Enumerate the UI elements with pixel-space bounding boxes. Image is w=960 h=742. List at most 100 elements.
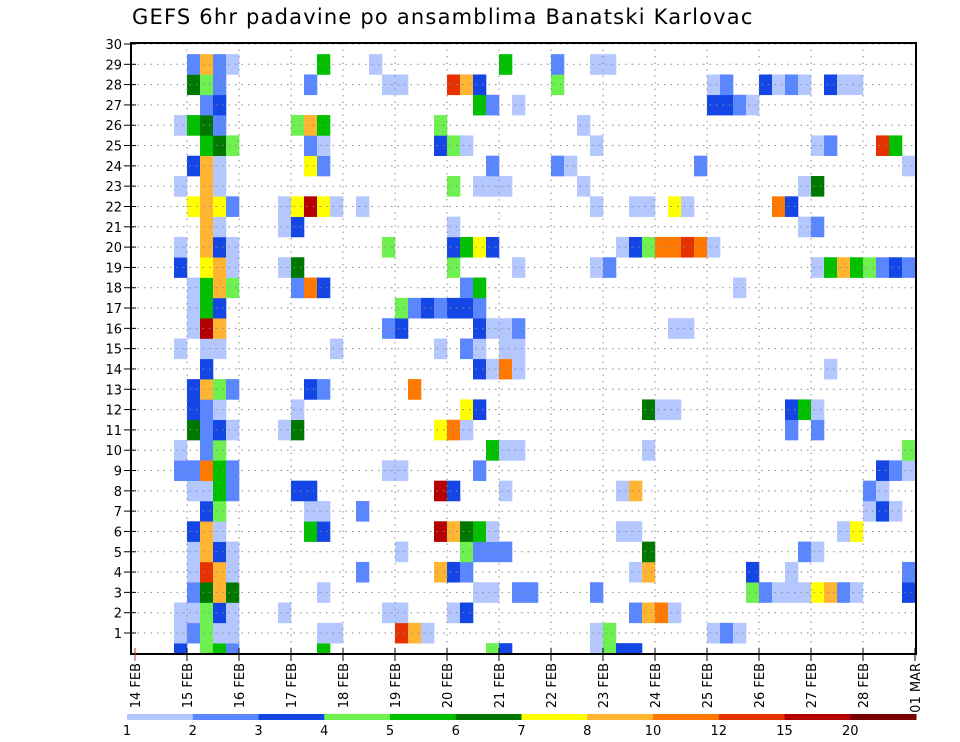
heatmap-cell xyxy=(551,74,565,96)
heatmap-cell xyxy=(486,318,500,339)
heatmap-cell xyxy=(226,54,240,75)
heatmap-cell xyxy=(811,176,825,197)
y-tick-label: 14 xyxy=(105,363,122,378)
heatmap-cell xyxy=(486,358,500,380)
heatmap-cell xyxy=(460,236,474,258)
heatmap-cell xyxy=(213,622,227,644)
heatmap-cell xyxy=(447,236,461,258)
heatmap-cell xyxy=(707,94,721,116)
heatmap-cell xyxy=(226,379,240,400)
heatmap-cell xyxy=(213,480,227,502)
y-tick-label: 13 xyxy=(105,383,122,398)
heatmap-cell xyxy=(369,54,383,75)
heatmap-cell xyxy=(668,236,682,258)
heatmap-cell xyxy=(811,541,825,563)
legend-swatch xyxy=(784,714,851,720)
heatmap-cell xyxy=(668,196,682,217)
heatmap-cell xyxy=(460,74,474,96)
heatmap-cell xyxy=(317,277,331,299)
heatmap-cell xyxy=(382,74,396,96)
heatmap-cell xyxy=(447,135,461,157)
heatmap-cell xyxy=(187,379,201,400)
heatmap-cell xyxy=(486,582,500,603)
heatmap-cell xyxy=(850,257,864,278)
heatmap-cell xyxy=(330,196,344,217)
heatmap-cell xyxy=(447,74,461,96)
heatmap-cell xyxy=(798,176,812,197)
heatmap-cell xyxy=(460,521,474,542)
heatmap-cell xyxy=(473,582,487,603)
legend-swatch xyxy=(258,714,325,720)
heatmap-cell xyxy=(213,54,227,75)
heatmap-cell xyxy=(200,440,214,461)
heatmap-cell xyxy=(304,115,318,136)
heatmap-cell xyxy=(460,399,474,421)
y-tick-label: 11 xyxy=(105,424,122,439)
heatmap-cell xyxy=(434,419,448,441)
heatmap-cell xyxy=(785,399,799,421)
heatmap-cell xyxy=(629,602,643,624)
heatmap-cell xyxy=(226,196,240,217)
heatmap-cell xyxy=(187,74,201,96)
heatmap-cell xyxy=(213,419,227,441)
heatmap-cell xyxy=(213,521,227,542)
heatmap-cell xyxy=(434,115,448,136)
heatmap-cell xyxy=(174,176,188,197)
heatmap-cell xyxy=(200,521,214,542)
heatmap-cell xyxy=(278,196,292,217)
heatmap-cell xyxy=(304,521,318,542)
heatmap-cell xyxy=(226,582,240,603)
heatmap-cell xyxy=(213,196,227,217)
heatmap-cell xyxy=(486,440,500,461)
heatmap-cell xyxy=(473,399,487,421)
heatmap-cell xyxy=(902,561,916,583)
y-tick-label: 28 xyxy=(105,79,122,94)
heatmap-cell xyxy=(304,196,318,217)
heatmap-cell xyxy=(213,561,227,583)
heatmap-cell xyxy=(902,582,916,603)
heatmap-cell xyxy=(447,257,461,278)
x-tick-label: 19 FEB xyxy=(389,663,404,708)
heatmap-cell xyxy=(304,480,318,502)
heatmap-cell xyxy=(512,94,526,116)
heatmap-cell xyxy=(811,419,825,441)
heatmap-cell xyxy=(213,643,227,654)
heatmap-cell xyxy=(187,521,201,542)
heatmap-cell xyxy=(902,460,916,481)
x-tick-label: 15 FEB xyxy=(181,663,196,708)
heatmap-cell xyxy=(317,521,331,542)
heatmap-cell xyxy=(304,500,318,522)
heatmap-cell xyxy=(902,440,916,461)
heatmap-cell xyxy=(447,521,461,542)
heatmap-cell xyxy=(512,318,526,339)
heatmap-cell xyxy=(291,277,305,299)
heatmap-cell xyxy=(629,196,643,217)
heatmap-cell xyxy=(499,338,513,360)
heatmap-cell xyxy=(213,541,227,563)
heatmap-cell xyxy=(187,561,201,583)
heatmap-cell xyxy=(200,176,214,197)
heatmap-cell xyxy=(395,541,409,563)
heatmap-cell xyxy=(473,236,487,258)
heatmap-cell xyxy=(174,338,188,360)
heatmap-cell xyxy=(876,460,890,481)
y-tick-label: 20 xyxy=(105,241,122,256)
color-legend: 1 2 3 4 5 6 7 8 10 12 15 20 xyxy=(123,714,917,739)
heatmap-cell xyxy=(447,602,461,624)
heatmap-cell xyxy=(473,521,487,542)
heatmap-cell xyxy=(226,277,240,299)
heatmap-cell xyxy=(473,297,487,319)
heatmap-cell xyxy=(603,54,617,75)
heatmap-cell xyxy=(616,521,630,542)
legend-swatch xyxy=(718,714,785,720)
heatmap-cell xyxy=(668,318,682,339)
heatmap-cell xyxy=(200,561,214,583)
heatmap-cell xyxy=(486,155,500,177)
heatmap-cell xyxy=(811,257,825,278)
heatmap-cell xyxy=(174,643,188,654)
heatmap-cell xyxy=(356,196,370,217)
heatmap-cell xyxy=(759,582,773,603)
heatmap-cell xyxy=(473,277,487,299)
heatmap-cell xyxy=(811,135,825,157)
heatmap-cell xyxy=(720,74,734,96)
